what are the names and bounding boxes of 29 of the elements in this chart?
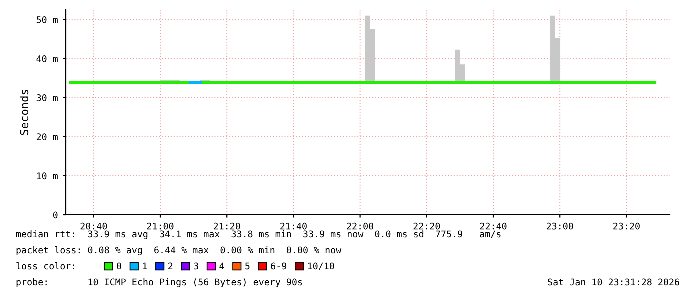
- legend-label: 6-9: [271, 262, 287, 270]
- text: median rtt: 33.9 ms avg 34.1 ms max 33.8 ms min 33.9 ms now 0.0 ms sd 775.9 am/s: [16, 230, 501, 240]
- x-tick-label: 22:40: [480, 222, 507, 230]
- legend-label: 5: [246, 262, 250, 270]
- legend-label: 2: [168, 262, 173, 270]
- y-tick-label: 40 m: [36, 56, 58, 62]
- text: probe: 10 ICMP Echo Pings (56 Bytes) every 90s: [16, 278, 302, 288]
- y-tick-label: 30 m: [36, 94, 58, 102]
- y-tick-label: 50 m: [36, 16, 58, 24]
- legend-label: 1: [143, 262, 148, 270]
- text: packet loss: 0.08 % avg 6.44 % max 0.00 % min 0.00 % now: [16, 246, 342, 256]
- legend-label: 0: [117, 262, 122, 270]
- x-tick-label: 22:20: [414, 222, 440, 230]
- legend-label: 4: [220, 262, 224, 270]
- x-tick-label: 23:20: [614, 222, 640, 230]
- y-tick-label: 0: [53, 212, 58, 219]
- y-axis-title: Seconds: [20, 90, 29, 136]
- legend-label: 10/10: [308, 262, 334, 270]
- x-tick-label: 23:00: [546, 222, 574, 230]
- x-tick-label: 20:40: [80, 222, 108, 230]
- text: Sat Jan 10 23:31:28 2026: [548, 278, 680, 286]
- y-tick-label: 10 m: [37, 172, 58, 180]
- x-tick-label: 22:00: [347, 222, 374, 230]
- x-tick-label: 21:20: [214, 222, 240, 230]
- x-tick-label: 21:00: [147, 222, 174, 230]
- x-tick-label: 21:40: [280, 222, 307, 230]
- legend-title: loss color:: [16, 262, 75, 270]
- y-tick-label: 20 m: [36, 134, 58, 141]
- legend-label: 3: [194, 262, 198, 270]
